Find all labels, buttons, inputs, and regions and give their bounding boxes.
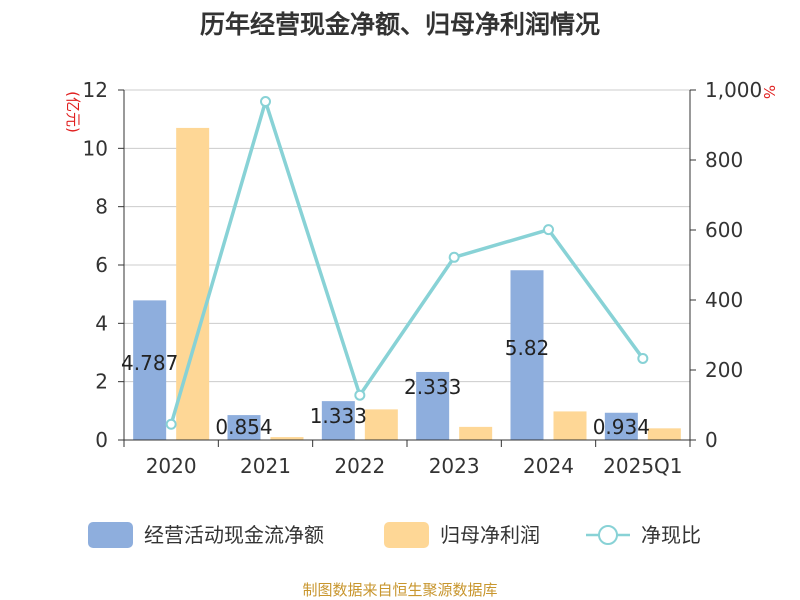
line-point xyxy=(165,418,177,430)
right-axis-unit: % xyxy=(760,85,778,99)
legend-label: 净现比 xyxy=(641,523,701,547)
bar-data-label: 0.934 xyxy=(593,415,650,439)
left-tick-label: 4 xyxy=(95,311,108,335)
left-tick-label: 0 xyxy=(95,428,108,452)
legend-item: 归母净利润 xyxy=(384,522,540,548)
right-tick-label: 400 xyxy=(705,288,743,312)
bar xyxy=(364,409,398,440)
x-tick-label: 2020 xyxy=(146,454,197,478)
legend-marker xyxy=(598,525,618,545)
line-point xyxy=(637,352,649,364)
legend-item: 净现比 xyxy=(586,523,701,547)
x-tick-label: 2025Q1 xyxy=(603,454,682,478)
left-tick-label: 8 xyxy=(95,195,108,219)
right-tick-label: 600 xyxy=(705,218,743,242)
legend-label: 经营活动现金流净额 xyxy=(144,523,324,547)
bar-data-label: 2.333 xyxy=(404,375,461,399)
x-tick-label: 2023 xyxy=(429,454,480,478)
x-tick-label: 2021 xyxy=(240,454,291,478)
bar-data-label: 0.854 xyxy=(215,415,272,439)
legend-swatch xyxy=(88,522,133,548)
left-tick-label: 12 xyxy=(83,78,108,102)
data-labels: 4.787 0.854 1.333 2.333 5.82 0.934 xyxy=(121,336,650,439)
bar xyxy=(510,270,544,440)
bar-data-label: 1.333 xyxy=(310,404,367,428)
bar xyxy=(133,300,167,440)
legend-swatch xyxy=(384,522,429,548)
chart-title: 历年经营现金净额、归母净利润情况 xyxy=(200,10,600,39)
ratio-line-path xyxy=(169,99,645,425)
bar xyxy=(459,426,493,440)
x-tick-label: 2022 xyxy=(334,454,385,478)
bar xyxy=(647,428,681,440)
bar xyxy=(416,371,450,440)
right-tick-label: 0 xyxy=(705,428,718,452)
left-tick-label: 6 xyxy=(95,253,108,277)
ratio-line xyxy=(165,96,649,430)
line-point xyxy=(448,251,460,263)
line-point xyxy=(260,96,271,108)
source-note: 制图数据来自恒生聚源数据库 xyxy=(302,581,497,599)
bar xyxy=(553,411,587,440)
line-point xyxy=(354,389,366,401)
bar xyxy=(227,415,261,440)
legend: 经营活动现金流净额 归母净利润 净现比 xyxy=(88,522,701,548)
right-tick-label: 1,000 xyxy=(705,78,762,102)
left-tick-label: 10 xyxy=(83,136,108,160)
bar-data-label: 4.787 xyxy=(121,351,178,375)
right-tick-label: 200 xyxy=(705,358,743,382)
left-tick-label: 2 xyxy=(95,370,108,394)
axes xyxy=(118,89,696,447)
right-tick-label: 800 xyxy=(705,148,743,172)
x-tick-label: 2024 xyxy=(523,454,574,478)
legend-label: 归母净利润 xyxy=(440,523,540,547)
bar-data-label: 5.82 xyxy=(505,336,550,360)
bar xyxy=(604,412,638,440)
line-point xyxy=(543,224,554,236)
tick-labels: 0 2 4 6 8 10 12 0 200 400 600 800 1,000 2020 2021 2022 2… xyxy=(83,78,763,478)
bar xyxy=(321,401,355,440)
legend-item: 经营活动现金流净额 xyxy=(88,522,324,548)
bar xyxy=(270,437,304,440)
left-axis-unit: (亿元) xyxy=(64,91,82,133)
